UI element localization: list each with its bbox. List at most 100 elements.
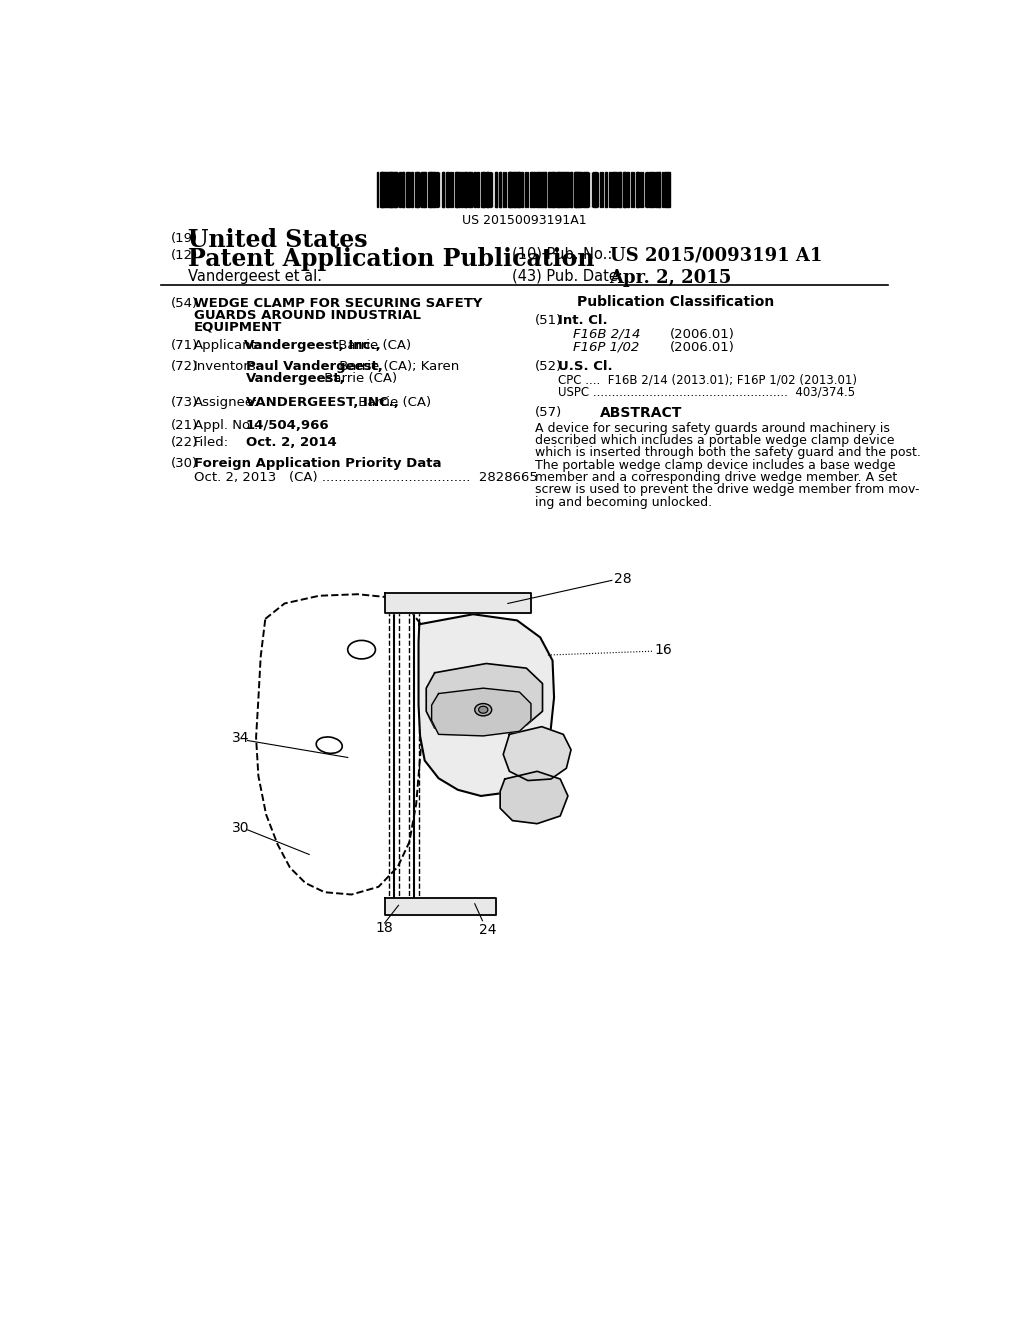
Bar [483, 172, 485, 207]
Text: Publication Classification: Publication Classification [578, 296, 774, 309]
Bar [408, 172, 411, 207]
Bar [574, 172, 578, 207]
Polygon shape [256, 594, 428, 895]
Polygon shape [419, 614, 554, 796]
Bar [481, 172, 483, 207]
Bar [441, 172, 443, 207]
Bar [417, 172, 419, 207]
Bar [668, 172, 671, 207]
Polygon shape [503, 726, 571, 780]
Text: (22): (22) [171, 436, 198, 449]
Polygon shape [385, 898, 497, 915]
Text: The portable wedge clamp device includes a base wedge: The portable wedge clamp device includes… [535, 459, 895, 471]
Text: 14/504,966: 14/504,966 [246, 418, 330, 432]
Polygon shape [385, 594, 531, 612]
Bar [548, 172, 550, 207]
Text: Vandergeest, Inc.,: Vandergeest, Inc., [244, 339, 381, 352]
Bar [389, 172, 392, 207]
Text: (72): (72) [171, 360, 198, 374]
Bar [517, 172, 520, 207]
Text: Vandergeest et al.: Vandergeest et al. [188, 268, 323, 284]
Text: WEDGE CLAMP FOR SECURING SAFETY: WEDGE CLAMP FOR SECURING SAFETY [194, 297, 482, 310]
Bar [531, 172, 534, 207]
Text: (30): (30) [171, 457, 198, 470]
Bar [390, 172, 392, 207]
Bar [549, 172, 552, 207]
Bar [585, 172, 587, 207]
Text: (2006.01): (2006.01) [670, 327, 734, 341]
Text: 34: 34 [232, 731, 250, 746]
Text: Paul Vandergeest,: Paul Vandergeest, [246, 360, 383, 374]
Bar [565, 172, 567, 207]
Text: United States: United States [188, 227, 368, 252]
Bar [402, 172, 404, 207]
Bar [394, 172, 397, 207]
Ellipse shape [475, 704, 492, 715]
Bar [415, 172, 418, 207]
Text: (73): (73) [171, 396, 198, 409]
Text: (21): (21) [171, 418, 198, 432]
Text: CPC ....  F16B 2/14 (2013.01); F16P 1/02 (2013.01): CPC .... F16B 2/14 (2013.01); F16P 1/02 … [558, 374, 857, 387]
Text: A device for securing safety guards around machinery is: A device for securing safety guards arou… [535, 422, 890, 434]
Text: Applicant:: Applicant: [194, 339, 261, 352]
Text: member and a corresponding drive wedge member. A set: member and a corresponding drive wedge m… [535, 471, 897, 484]
Text: (12): (12) [171, 249, 198, 263]
Bar [384, 172, 386, 207]
Bar [485, 172, 488, 207]
Bar [430, 172, 433, 207]
Bar [536, 172, 539, 207]
Bar [495, 172, 497, 207]
Ellipse shape [478, 706, 487, 713]
Text: 28: 28 [614, 572, 632, 586]
Text: Oct. 2, 2013   (CA) ....................................  2828665: Oct. 2, 2013 (CA) ......................… [194, 471, 538, 484]
Bar [514, 172, 517, 207]
Bar [521, 172, 523, 207]
Bar [464, 172, 466, 207]
Bar [580, 172, 582, 207]
Bar [615, 172, 617, 207]
Bar [620, 172, 622, 207]
Bar [381, 172, 384, 207]
Bar [543, 172, 546, 207]
Text: Appl. No.:: Appl. No.: [194, 418, 258, 432]
Text: (2006.01): (2006.01) [670, 341, 734, 354]
Bar [610, 172, 613, 207]
Text: VANDERGEEST, INC.,: VANDERGEEST, INC., [246, 396, 399, 409]
Bar [470, 172, 471, 207]
Text: GUARDS AROUND INDUSTRIAL: GUARDS AROUND INDUSTRIAL [194, 309, 421, 322]
Bar [461, 172, 463, 207]
Text: ing and becoming unlocked.: ing and becoming unlocked. [535, 496, 712, 508]
Bar [399, 172, 401, 207]
Text: 18: 18 [376, 920, 393, 935]
Text: USPC ....................................................  403/374.5: USPC ...................................… [558, 385, 855, 399]
Text: Patent Application Publication: Patent Application Publication [188, 247, 595, 271]
Bar [509, 172, 512, 207]
Bar [380, 172, 383, 207]
Bar [646, 172, 648, 207]
Text: US 2015/0093191 A1: US 2015/0093191 A1 [609, 247, 822, 265]
Text: screw is used to prevent the drive wedge member from mov-: screw is used to prevent the drive wedge… [535, 483, 920, 496]
Bar [553, 172, 555, 207]
Text: 30: 30 [232, 821, 250, 834]
Polygon shape [500, 771, 568, 824]
Text: Inventors:: Inventors: [194, 360, 261, 374]
Bar [474, 172, 476, 207]
Bar [618, 172, 622, 207]
Bar [593, 172, 596, 207]
Text: (43) Pub. Date:: (43) Pub. Date: [512, 268, 623, 284]
Text: Barrie (CA): Barrie (CA) [334, 339, 411, 352]
Bar [487, 172, 489, 207]
Text: F16B 2/14: F16B 2/14 [573, 327, 641, 341]
Text: which is inserted through both the safety guard and the post.: which is inserted through both the safet… [535, 446, 921, 459]
Text: (54): (54) [171, 297, 198, 310]
Bar [428, 172, 431, 207]
Text: (71): (71) [171, 339, 198, 352]
Bar [421, 172, 424, 207]
Ellipse shape [348, 640, 376, 659]
Text: (52): (52) [535, 360, 562, 374]
Text: Barrie (CA): Barrie (CA) [319, 372, 397, 385]
Bar [434, 172, 436, 207]
Polygon shape [432, 688, 531, 737]
Polygon shape [426, 664, 543, 730]
Text: F16P 1/02: F16P 1/02 [573, 341, 640, 354]
